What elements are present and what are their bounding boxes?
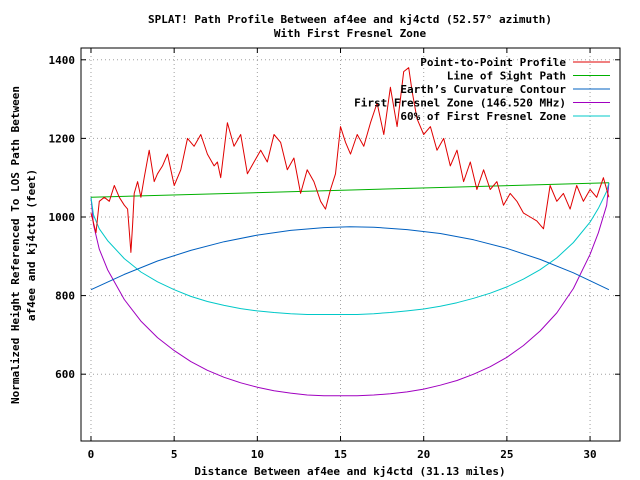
y-tick-label: 1200: [49, 132, 76, 145]
plot-frame: [80, 47, 621, 442]
x-tick-label: 20: [417, 448, 430, 461]
y-tick-label: 1000: [49, 211, 76, 224]
legend-label-point-to-point-profile: Point-to-Point Profile: [420, 56, 566, 69]
y-tick-label: 1400: [49, 54, 76, 67]
series-line-line-of-sight-path: [90, 182, 609, 198]
y-tick-label: 600: [55, 368, 75, 381]
y-axis-label-line1: Normalized Height Referenced To LOS Path…: [9, 86, 22, 404]
y-axis-ticks: 600 800 1000 1200 1400: [49, 54, 620, 381]
chart-title: SPLAT! Path Profile Between af4ee and kj…: [148, 13, 552, 26]
legend-label-line-of-sight-path: Line of Sight Path: [447, 70, 566, 83]
grid-lines: [81, 48, 620, 441]
series-layer: [90, 67, 610, 397]
legend-label-earth-s-curvature-contour: Earth’s Curvature Contour: [400, 83, 566, 96]
x-tick-label: 15: [334, 448, 347, 461]
y-tick-label: 800: [55, 290, 75, 303]
series-line-earth-s-curvature-contour: [90, 226, 610, 291]
x-tick-label: 0: [88, 448, 95, 461]
x-tick-label: 30: [583, 448, 596, 461]
x-axis-ticks: 0 5 10 15 20 25 30: [88, 48, 597, 461]
series-line-first-fresnel-zone-146-520-mhz: [90, 182, 610, 397]
chart-subtitle: With First Fresnel Zone: [274, 27, 427, 40]
series-line-60-of-first-fresnel-zone: [90, 182, 610, 315]
x-tick-label: 10: [251, 448, 264, 461]
x-tick-label: 5: [171, 448, 178, 461]
legend-label-60-of-first-fresnel-zone: 60% of First Fresnel Zone: [400, 110, 566, 123]
y-axis-label-line2: af4ee and kj4ctd (feet): [25, 169, 38, 321]
x-axis-label: Distance Between af4ee and kj4ctd (31.13…: [194, 465, 505, 478]
series-line-point-to-point-profile: [90, 67, 610, 253]
legend-label-first-fresnel-zone-146-520-mhz: First Fresnel Zone (146.520 MHz): [354, 97, 566, 110]
x-tick-label: 25: [500, 448, 513, 461]
